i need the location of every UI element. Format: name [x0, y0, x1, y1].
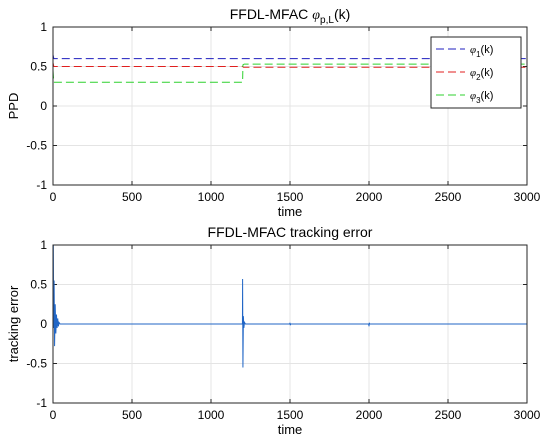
x-tick-label: 0	[50, 190, 57, 204]
x-tick-label: 3000	[514, 408, 541, 422]
legend-box	[430, 36, 522, 109]
x-axis-label: time	[278, 204, 303, 219]
legend-suffix: (k)	[481, 67, 494, 79]
x-tick-label: 1500	[277, 190, 304, 204]
legend-subscript: 1	[476, 50, 481, 59]
chart-title: FFDL-MFAC tracking error	[208, 224, 373, 240]
legend-subscript: 3	[476, 96, 481, 105]
legend-symbol: φ	[470, 67, 476, 79]
chart-title-symbol: φ	[312, 8, 320, 23]
top-chart-phi-estimates: 0 500 1000 1500 2000 2500 3000 -1 -0.5 0 0.5 1 FFDL-…	[6, 6, 541, 219]
y-tick-label: 1	[40, 238, 47, 252]
x-axis-label: time	[278, 422, 303, 437]
legend-subscript: 2	[476, 73, 481, 82]
chart-title-text: FFDL-MFAC tracking error	[208, 224, 373, 240]
x-tick-label: 1500	[277, 408, 304, 422]
legend-symbol: φ	[470, 44, 476, 56]
legend-suffix: (k)	[481, 90, 494, 102]
x-tick-label: 2500	[435, 190, 462, 204]
y-tick-label: 0	[40, 317, 47, 331]
y-tick-label: -1	[36, 178, 47, 192]
x-tick-label: 2000	[356, 190, 383, 204]
chart-title-suffix: (k)	[334, 6, 350, 22]
legend-suffix: (k)	[481, 44, 494, 56]
x-tick-label: 1000	[198, 408, 225, 422]
legend-label: φ2(k)	[470, 67, 493, 82]
y-tick-label: 0	[40, 99, 47, 113]
x-tick-label: 500	[122, 408, 142, 422]
y-tick-label: 1	[40, 20, 47, 34]
x-tick-label: 3000	[514, 190, 541, 204]
y-tick-label: -0.5	[26, 357, 47, 371]
y-tick-label: 0.5	[30, 278, 47, 292]
y-axis-label: PPD	[6, 93, 21, 120]
chart-title-text: FFDL-MFAC	[230, 6, 309, 22]
legend-label: φ1(k)	[470, 44, 493, 59]
y-tick-label: -0.5	[26, 139, 47, 153]
y-tick-label: -1	[36, 396, 47, 410]
chart-title-subscript: p,L	[320, 15, 334, 26]
legend-symbol: φ	[470, 90, 476, 102]
series-line-3	[53, 63, 527, 83]
legend: φ1(k)φ2(k)φ3(k)	[430, 36, 522, 109]
x-tick-label: 2500	[435, 408, 462, 422]
series-line-1	[53, 245, 527, 368]
bottom-chart-tracking-error: 0 500 1000 1500 2000 2500 3000 -1 -0.5 0 0.5 1 FFDL-…	[6, 224, 541, 437]
x-tick-label: 2000	[356, 408, 383, 422]
x-tick-label: 0	[50, 408, 57, 422]
y-tick-label: 0.5	[30, 60, 47, 74]
x-tick-label: 500	[122, 190, 142, 204]
legend-label: φ3(k)	[470, 90, 493, 105]
x-tick-label: 1000	[198, 190, 225, 204]
axes-frame	[52, 26, 528, 186]
chart-title: FFDL-MFAC φp,L(k)	[230, 6, 351, 26]
y-axis-label: tracking error	[6, 285, 21, 362]
axes-frame	[52, 244, 528, 404]
